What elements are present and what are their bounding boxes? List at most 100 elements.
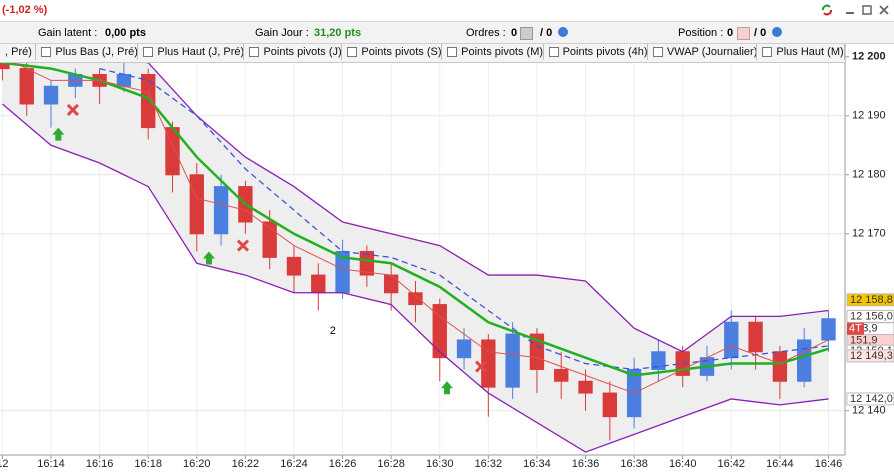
x-tick-label: 16:36 [572, 458, 600, 470]
checkbox[interactable] [143, 47, 154, 57]
tab-label: VWAP (Journalier) [666, 46, 758, 58]
value: / 0 [754, 27, 767, 39]
x-tick-label: 16:14 [37, 458, 65, 470]
price-label-box [846, 293, 894, 307]
order-icon[interactable] [520, 27, 533, 40]
indicator-tabs: , Pré) Plus Bas (J, Pré) Plus Haut (J, Pré… [0, 44, 846, 63]
buy-arrow [202, 251, 215, 265]
value: 31,20 pts [314, 27, 362, 39]
position-tag-box [847, 322, 864, 335]
x-tick-label: 16:42 [718, 458, 746, 470]
x-tick-label: 16:44 [766, 458, 794, 470]
candle-body [116, 73, 132, 87]
y-tick-label: 12 180 [852, 169, 886, 181]
x-tick-label: 12 [0, 458, 9, 470]
indicator-tab[interactable]: Points pivots (M) [442, 44, 544, 60]
price-label: 151,9 [850, 334, 878, 346]
indicator-tab[interactable]: Plus Bas (J, Pré) [36, 44, 139, 60]
x-tick-label: 16:18 [134, 458, 162, 470]
indicator-line [2, 61, 829, 377]
indicator-tab[interactable]: Plus Haut (M) [757, 44, 846, 60]
x-tick-label: 16:34 [523, 458, 551, 470]
info-row: Gain latent : 0,00 pts Gain Jour : 31,20… [0, 22, 894, 44]
candle-body [748, 321, 763, 353]
settings-icon[interactable] [772, 27, 782, 37]
indicator-line [2, 56, 829, 394]
candle-body [286, 256, 302, 276]
label: Gain Jour : [255, 27, 309, 39]
indicator-tab[interactable]: Points pivots (J) [244, 44, 343, 60]
candle-body [213, 186, 229, 235]
value: 0,00 pts [105, 27, 146, 39]
tab-label: Plus Haut (M) [776, 46, 844, 58]
exit-mark [66, 103, 79, 116]
indicator-line [99, 67, 829, 371]
checkbox[interactable] [652, 47, 663, 57]
price-label: 12 158,8 [850, 294, 893, 306]
exit-mark [474, 360, 488, 373]
price-label: 12 142,0 [850, 393, 893, 405]
x-tick-label: 16:16 [86, 458, 114, 470]
tab-label: Points pivots (S) [361, 46, 442, 58]
y-tick-label: 12 200 [852, 51, 886, 63]
candle-body [772, 351, 788, 382]
x-tick-label: 16:38 [620, 458, 648, 470]
tab-label: Points pivots (4h) [562, 46, 648, 58]
candle-body [505, 333, 520, 388]
candle-body [529, 333, 545, 370]
label: Gain latent : [38, 27, 98, 39]
candle-body [311, 274, 326, 294]
checkbox[interactable] [347, 47, 358, 57]
candle-body [189, 174, 204, 235]
tab-label: Plus Haut (J, Pré) [157, 46, 245, 58]
position-tag: 4T [849, 323, 862, 335]
checkbox[interactable] [249, 47, 260, 57]
indicator-tab[interactable]: Points pivots (4h) [544, 44, 648, 60]
candle-body [821, 318, 836, 341]
price-label-box [846, 392, 894, 406]
band-area [2, 45, 829, 453]
price-label: 12 149,3 [850, 350, 893, 362]
x-tick-label: 16:46 [815, 458, 843, 470]
refresh-icon[interactable] [820, 3, 834, 17]
label: Position : [678, 27, 724, 39]
indicator-tab[interactable]: Plus Haut (J, Pré) [138, 44, 245, 60]
candle-body [141, 73, 156, 129]
candle-body [43, 85, 59, 105]
candle-body [456, 339, 472, 359]
checkbox[interactable] [447, 47, 458, 57]
minimize-icon[interactable] [843, 3, 857, 17]
chart: 12 200 12 190 12 180 12 170 12 140 12 16:14 16:… [0, 44, 894, 472]
y-tick-label: 12 170 [852, 228, 886, 240]
indicator-tab[interactable]: Points pivots (S) [342, 44, 443, 60]
buy-arrow [441, 381, 454, 395]
checkbox[interactable] [41, 47, 52, 57]
candle-body [724, 321, 739, 359]
tab-label: Points pivots (M) [461, 46, 544, 58]
maximize-icon[interactable] [860, 3, 874, 17]
tab-label: Plus Bas (J, Pré) [55, 46, 138, 58]
checkbox[interactable] [762, 47, 773, 57]
indicator-tab[interactable]: VWAP (Journalier) [648, 44, 758, 60]
price-label-box [846, 349, 894, 363]
position-icon[interactable] [737, 27, 750, 40]
candle-body [19, 68, 34, 105]
y-tick-label: 12 140 [852, 405, 886, 417]
close-icon[interactable] [877, 3, 891, 17]
candle-body [578, 380, 593, 394]
value: 0 [727, 27, 734, 39]
x-tick-label: 16:24 [280, 458, 308, 470]
value: / 0 [540, 27, 553, 39]
indicator-tab[interactable]: , Pré) [0, 44, 37, 60]
candle-body [383, 274, 399, 294]
x-tick-label: 16:20 [183, 458, 211, 470]
checkbox[interactable] [548, 47, 559, 57]
price-label: 12 156,0 [850, 310, 893, 322]
candle-body [359, 250, 375, 276]
indicator-line [2, 103, 829, 453]
candle-body [432, 304, 447, 359]
buy-arrow [52, 127, 65, 141]
x-tick-label: 16:28 [377, 458, 405, 470]
y-tick-label: 12 190 [852, 110, 886, 122]
settings-icon[interactable] [558, 27, 568, 37]
